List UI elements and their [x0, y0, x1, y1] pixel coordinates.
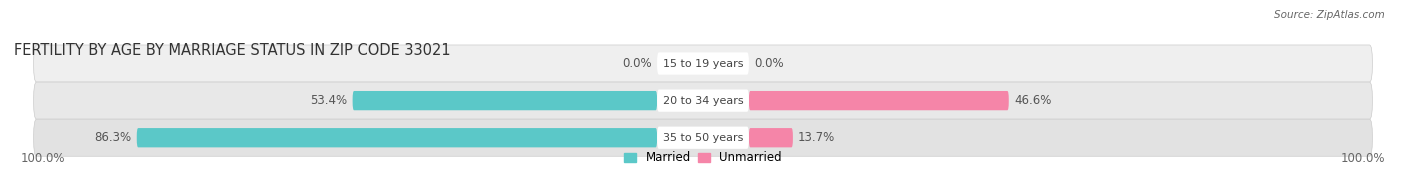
FancyBboxPatch shape — [657, 52, 749, 75]
FancyBboxPatch shape — [353, 91, 657, 110]
FancyBboxPatch shape — [657, 90, 749, 112]
FancyBboxPatch shape — [749, 128, 793, 147]
Legend: Married, Unmarried: Married, Unmarried — [624, 151, 782, 164]
Text: 53.4%: 53.4% — [311, 94, 347, 107]
FancyBboxPatch shape — [749, 91, 1008, 110]
FancyBboxPatch shape — [34, 119, 1372, 156]
Text: 35 to 50 years: 35 to 50 years — [662, 133, 744, 143]
Text: 20 to 34 years: 20 to 34 years — [662, 96, 744, 106]
Text: Source: ZipAtlas.com: Source: ZipAtlas.com — [1274, 10, 1385, 20]
Text: 0.0%: 0.0% — [754, 57, 783, 70]
Text: FERTILITY BY AGE BY MARRIAGE STATUS IN ZIP CODE 33021: FERTILITY BY AGE BY MARRIAGE STATUS IN Z… — [14, 43, 451, 58]
Text: 13.7%: 13.7% — [799, 131, 835, 144]
Text: 15 to 19 years: 15 to 19 years — [662, 59, 744, 69]
Text: 100.0%: 100.0% — [1341, 152, 1385, 165]
Text: 0.0%: 0.0% — [623, 57, 652, 70]
FancyBboxPatch shape — [34, 82, 1372, 119]
FancyBboxPatch shape — [136, 128, 657, 147]
FancyBboxPatch shape — [34, 45, 1372, 82]
Text: 86.3%: 86.3% — [94, 131, 132, 144]
Text: 100.0%: 100.0% — [21, 152, 65, 165]
Text: 46.6%: 46.6% — [1014, 94, 1052, 107]
FancyBboxPatch shape — [657, 127, 749, 149]
